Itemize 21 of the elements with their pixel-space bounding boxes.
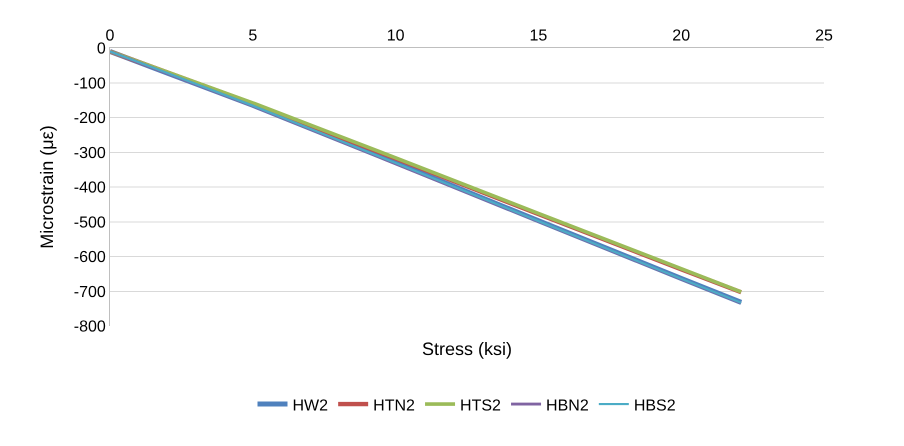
legend-label: HBS2: [634, 397, 676, 414]
x-tick-label: 5: [248, 28, 258, 45]
y-tick-label: -300: [74, 144, 106, 162]
x-tick-label: 25: [815, 28, 833, 45]
legend-label: HW2: [292, 397, 328, 414]
legend-label: HTN2: [373, 397, 416, 414]
y-tick-label: -200: [74, 110, 106, 128]
y-tick-label: -700: [74, 284, 106, 301]
x-tick-label: 20: [672, 28, 690, 45]
legend-label: HTS2: [460, 397, 502, 414]
y-tick-label: -600: [74, 249, 106, 266]
legend-label: HBN2: [546, 397, 589, 414]
y-tick-label: -800: [74, 318, 106, 336]
y-tick-label: 0: [96, 40, 106, 58]
x-tick-label: 10: [386, 28, 405, 45]
y-tick-label: -400: [74, 180, 106, 197]
y-axis-title: Microstrain (με): [36, 125, 57, 249]
y-tick-label: -100: [74, 75, 106, 92]
x-tick-label: 15: [530, 28, 548, 45]
x-axis-title: Stress (ksi): [422, 339, 512, 359]
y-tick-label: -500: [74, 214, 106, 232]
